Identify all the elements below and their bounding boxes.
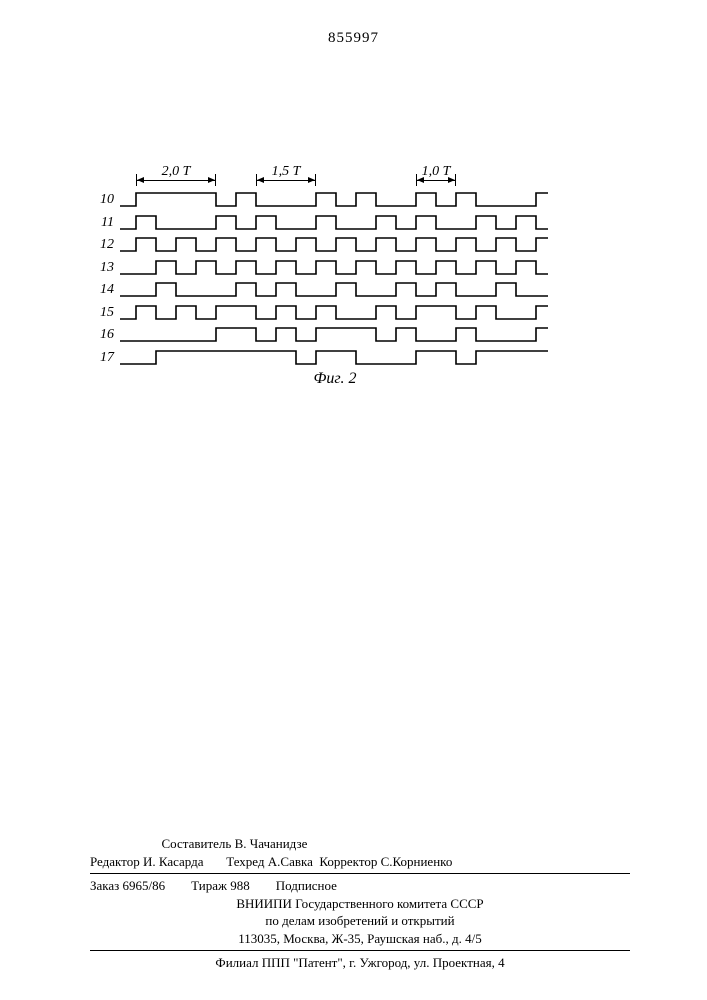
timing-diagram: 2,0 T1,5 T1,0 T1011121314151617Фиг. 2 (120, 168, 550, 370)
trace-row: 16 (120, 325, 550, 348)
document-number: 855997 (0, 30, 707, 47)
trace-label: 10 (90, 192, 114, 208)
dimension-row: 2,0 T 1,5 T 1,0 T (120, 168, 550, 190)
dimension: 2,0 T (136, 168, 216, 186)
trace-row: 14 (120, 280, 550, 303)
trace-label: 12 (90, 237, 114, 253)
dimension: 1,5 T (256, 168, 316, 186)
trace-label: 14 (90, 282, 114, 298)
trace-waveform (120, 213, 548, 233)
trace-waveform (120, 190, 548, 210)
trace-waveform (120, 303, 548, 323)
trace-row: 17 (120, 348, 550, 371)
trace-row: 12 (120, 235, 550, 258)
footer-line: по делам изобретений и открытий (90, 912, 630, 930)
footer-line: ВНИИПИ Государственного комитета СССР (90, 895, 630, 913)
footer-line: Редактор И. Касарда Техред А.Савка Корре… (90, 853, 630, 871)
footer-block: Составитель В. ЧачанидзеРедактор И. Каса… (90, 835, 630, 972)
trace-waveform (120, 325, 548, 345)
page: 855997 2,0 T1,5 T1,0 T1011121314151617Фи… (0, 0, 707, 1000)
trace-waveform (120, 348, 548, 368)
trace-label: 17 (90, 350, 114, 366)
footer-line: Заказ 6965/86 Тираж 988 Подписное (90, 877, 630, 895)
dimension-label: 2,0 T (136, 164, 216, 180)
trace-label: 16 (90, 327, 114, 343)
trace-row: 11 (120, 213, 550, 236)
trace-row: 15 (120, 303, 550, 326)
trace-label: 15 (90, 305, 114, 321)
footer-line: 113035, Москва, Ж-35, Раушская наб., д. … (90, 930, 630, 948)
trace-label: 13 (90, 260, 114, 276)
trace-label: 11 (90, 215, 114, 231)
trace-waveform (120, 235, 548, 255)
dimension-label: 1,5 T (256, 164, 316, 180)
figure-caption: Фиг. 2 (120, 370, 550, 388)
footer-line: Составитель В. Чачанидзе (90, 835, 630, 853)
footer-divider (90, 950, 630, 951)
trace-row: 13 (120, 258, 550, 281)
dimension: 1,0 T (416, 168, 456, 186)
dimension-label: 1,0 T (416, 164, 456, 180)
trace-waveform (120, 258, 548, 278)
trace-row: 10 (120, 190, 550, 213)
footer-line: Филиал ППП "Патент", г. Ужгород, ул. Про… (90, 954, 630, 972)
trace-waveform (120, 280, 548, 300)
footer-divider (90, 873, 630, 874)
